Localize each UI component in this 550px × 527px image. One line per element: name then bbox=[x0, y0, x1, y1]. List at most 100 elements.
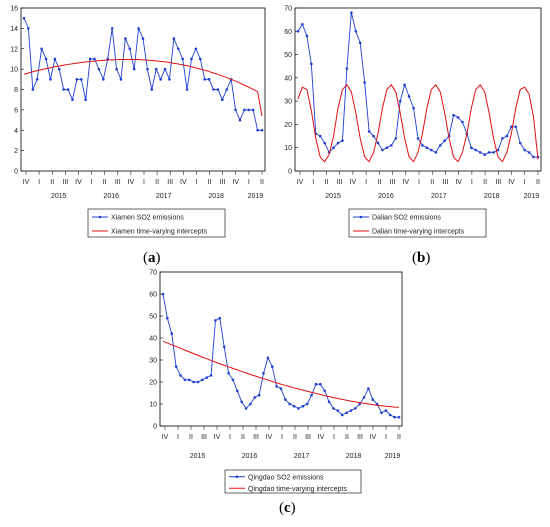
data-point bbox=[227, 371, 230, 375]
data-point bbox=[260, 128, 264, 132]
panel-label: (b) bbox=[412, 250, 430, 266]
quarter-tick-label: III bbox=[167, 179, 173, 186]
data-point bbox=[31, 88, 35, 91]
quarter-tick-label: III bbox=[305, 434, 311, 441]
data-point bbox=[183, 378, 187, 382]
data-point bbox=[487, 151, 491, 154]
data-point bbox=[22, 16, 26, 20]
data-point bbox=[310, 62, 313, 66]
y-tick-label: 20 bbox=[149, 380, 157, 387]
data-point bbox=[518, 141, 522, 145]
data-point bbox=[181, 57, 184, 61]
data-point bbox=[187, 378, 191, 382]
data-point bbox=[216, 88, 220, 91]
quarter-tick-label: I bbox=[229, 434, 231, 441]
data-point bbox=[363, 81, 366, 84]
y-tick-label: 40 bbox=[284, 75, 292, 82]
quarter-tick-label: I bbox=[281, 434, 283, 441]
data-point bbox=[288, 402, 292, 406]
data-point bbox=[62, 88, 65, 91]
data-point bbox=[527, 151, 531, 154]
data-point bbox=[256, 128, 259, 132]
data-point bbox=[407, 95, 411, 98]
data-point bbox=[292, 404, 296, 408]
panel-label-open: ( bbox=[279, 500, 284, 516]
quarter-tick-label: III bbox=[220, 179, 226, 186]
data-point bbox=[194, 47, 198, 51]
data-point bbox=[235, 389, 239, 393]
data-point bbox=[461, 120, 464, 124]
data-point bbox=[137, 27, 140, 30]
data-point bbox=[372, 134, 375, 138]
data-point bbox=[327, 400, 331, 404]
quarter-tick-label: II bbox=[430, 179, 434, 186]
y-tick-label: 10 bbox=[284, 145, 292, 152]
quarter-tick-label: I bbox=[471, 179, 473, 186]
data-point bbox=[119, 78, 123, 81]
quarter-tick-label: IV bbox=[75, 179, 82, 186]
quarter-tick-label: II bbox=[208, 179, 212, 186]
quarter-tick-label: II bbox=[483, 179, 487, 186]
data-point bbox=[27, 27, 30, 30]
data-point bbox=[257, 393, 261, 397]
quarter-tick-label: IV bbox=[402, 179, 409, 186]
data-point bbox=[301, 404, 305, 408]
data-point bbox=[53, 57, 57, 61]
y-tick-label: 40 bbox=[149, 336, 157, 343]
legend-entry: Dalian SO2 emissions bbox=[372, 215, 441, 222]
data-point bbox=[332, 146, 335, 150]
data-point bbox=[124, 37, 127, 40]
y-tick-label: 16 bbox=[10, 6, 18, 13]
data-point bbox=[381, 148, 384, 152]
data-point bbox=[318, 134, 322, 138]
y-tick-label: 10 bbox=[10, 67, 18, 74]
data-point bbox=[397, 415, 401, 419]
data-point bbox=[66, 88, 70, 91]
data-point bbox=[214, 319, 217, 322]
data-point bbox=[483, 153, 486, 156]
quarter-tick-label: III bbox=[253, 434, 259, 441]
data-point bbox=[75, 78, 79, 81]
data-point bbox=[416, 137, 420, 140]
data-point bbox=[192, 380, 195, 384]
quarter-tick-label: II bbox=[155, 179, 159, 186]
quarter-tick-label: II bbox=[260, 179, 264, 186]
data-point bbox=[310, 393, 313, 397]
y-tick-label: 4 bbox=[14, 128, 18, 135]
data-point bbox=[478, 151, 482, 154]
quarter-tick-label: I bbox=[195, 179, 197, 186]
y-tick-label: 2 bbox=[14, 148, 18, 155]
quarter-tick-label: II bbox=[397, 434, 401, 441]
data-point bbox=[275, 385, 278, 388]
data-point bbox=[412, 106, 415, 110]
data-point bbox=[238, 118, 242, 122]
data-point bbox=[336, 141, 340, 145]
quarter-tick-label: IV bbox=[232, 179, 239, 186]
data-point bbox=[514, 125, 518, 129]
quarter-tick-label: II bbox=[324, 179, 328, 186]
data-point bbox=[71, 98, 74, 101]
data-point bbox=[84, 98, 88, 101]
data-point bbox=[201, 378, 204, 382]
year-label: 2018 bbox=[346, 453, 362, 460]
data-point bbox=[247, 108, 251, 112]
series-line-emissions bbox=[23, 18, 262, 131]
panel-label-open: ( bbox=[143, 250, 148, 266]
legend-marker bbox=[359, 215, 363, 219]
year-label: 2017 bbox=[156, 193, 172, 200]
data-point bbox=[57, 67, 61, 71]
quarter-tick-label: IV bbox=[128, 179, 135, 186]
data-point bbox=[150, 88, 154, 91]
data-point bbox=[159, 78, 162, 81]
quarter-tick-label: I bbox=[91, 179, 93, 186]
legend-box bbox=[87, 208, 226, 238]
year-label: 2015 bbox=[51, 193, 67, 200]
data-point bbox=[398, 99, 402, 103]
y-tick-label: 50 bbox=[149, 314, 157, 321]
data-point bbox=[168, 78, 171, 81]
panel-label: (a) bbox=[143, 250, 161, 266]
data-point bbox=[305, 34, 309, 38]
data-point bbox=[523, 148, 526, 152]
data-point bbox=[505, 134, 509, 138]
data-point bbox=[234, 108, 237, 112]
